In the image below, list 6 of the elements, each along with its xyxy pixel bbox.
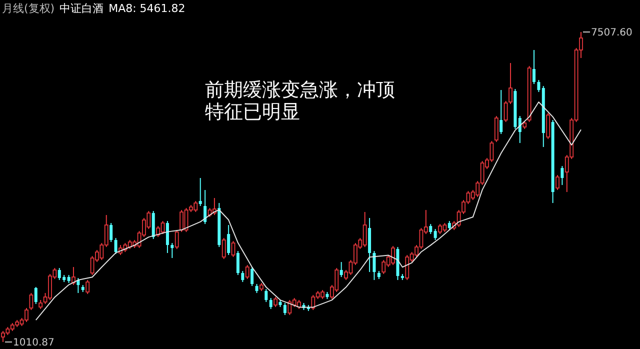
- text: 7507.60: [591, 28, 632, 38]
- chart-subtitle: 中证白酒: [60, 2, 104, 15]
- chart-title: 月线(复权): [2, 2, 55, 15]
- text: MA8: 5461.82: [108, 2, 186, 15]
- annotation: 前期缓涨变急涨，冲顶特征已明显: [205, 79, 396, 123]
- annotation: 1010.87: [13, 338, 54, 348]
